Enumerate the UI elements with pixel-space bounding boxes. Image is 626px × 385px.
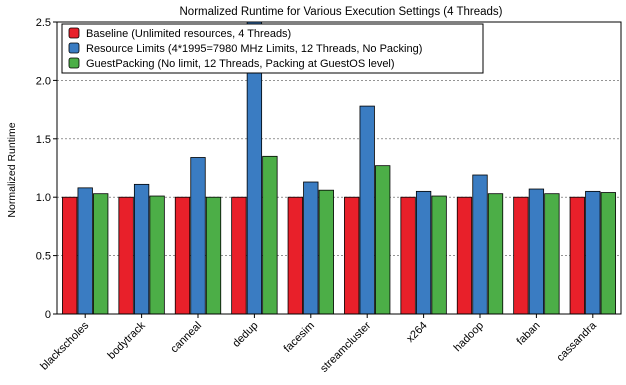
x-tick-label: dedup (230, 320, 260, 350)
bars (62, 21, 616, 315)
bar (487, 193, 504, 315)
bar (585, 190, 601, 315)
y-axis-label: Normalized Runtime (6, 122, 18, 217)
bar (400, 196, 416, 315)
x-tick-label: faban (515, 320, 543, 348)
legend-swatch (68, 27, 80, 39)
bar (262, 155, 278, 315)
y-tick-label: 2.0 (36, 75, 51, 87)
bar (190, 157, 206, 315)
y-tick-label: 2.5 (36, 17, 51, 29)
bar (472, 174, 488, 315)
x-axis-ticks: blackscholes bodytrack canneal dedup facesim… (38, 314, 600, 375)
bar (174, 196, 191, 315)
bar (62, 196, 78, 315)
x-tick-label: streamcluster (318, 319, 373, 374)
x-tick-label: canneal (168, 320, 204, 356)
bar (431, 195, 447, 315)
y-tick-label: 0 (45, 309, 51, 321)
bar (231, 196, 247, 315)
bar (303, 181, 319, 315)
bar (118, 196, 134, 315)
x-tick-label: bodytrack (106, 319, 149, 362)
y-tick-label: 0.5 (36, 251, 51, 263)
bar (77, 187, 93, 315)
bar (528, 188, 545, 315)
legend-entry: Baseline (Unlimited resources, 4 Threads… (86, 28, 291, 40)
y-axis-ticks: 0 0.5 1.0 1.5 2.0 2.5 (36, 17, 57, 321)
legend: Baseline (Unlimited resources, 4 Threads… (61, 23, 484, 74)
bar (513, 196, 529, 315)
y-tick-label: 1.0 (36, 192, 51, 204)
bar (600, 192, 616, 315)
x-tick-label: x264 (404, 320, 429, 345)
legend-swatch (68, 57, 80, 69)
plot-frame (56, 21, 622, 315)
bar (544, 193, 560, 315)
bar (415, 190, 432, 315)
legend-box (61, 23, 484, 74)
x-tick-label: hadoop (452, 320, 486, 354)
bar (133, 183, 150, 315)
x-tick-label: cassandra (555, 319, 600, 364)
bar (375, 165, 391, 315)
x-tick-label: facesim (282, 320, 317, 355)
x-tick-label: blackscholes (38, 319, 91, 372)
bar (205, 196, 222, 315)
bar (287, 196, 303, 315)
bar (359, 105, 375, 315)
bar (456, 196, 473, 315)
legend-swatch (68, 42, 80, 54)
bar (93, 193, 109, 315)
legend-entry: GuestPacking (No limit, 12 Threads, Pack… (86, 58, 395, 70)
chart-title: Normalized Runtime for Various Execution… (180, 6, 503, 18)
bar (149, 195, 165, 315)
y-tick-label: 1.5 (36, 134, 51, 146)
bar (344, 196, 360, 315)
legend-entry: Resource Limits (4*1995=7980 MHz Limits,… (86, 43, 422, 55)
bar (569, 196, 585, 315)
bar (318, 189, 334, 315)
